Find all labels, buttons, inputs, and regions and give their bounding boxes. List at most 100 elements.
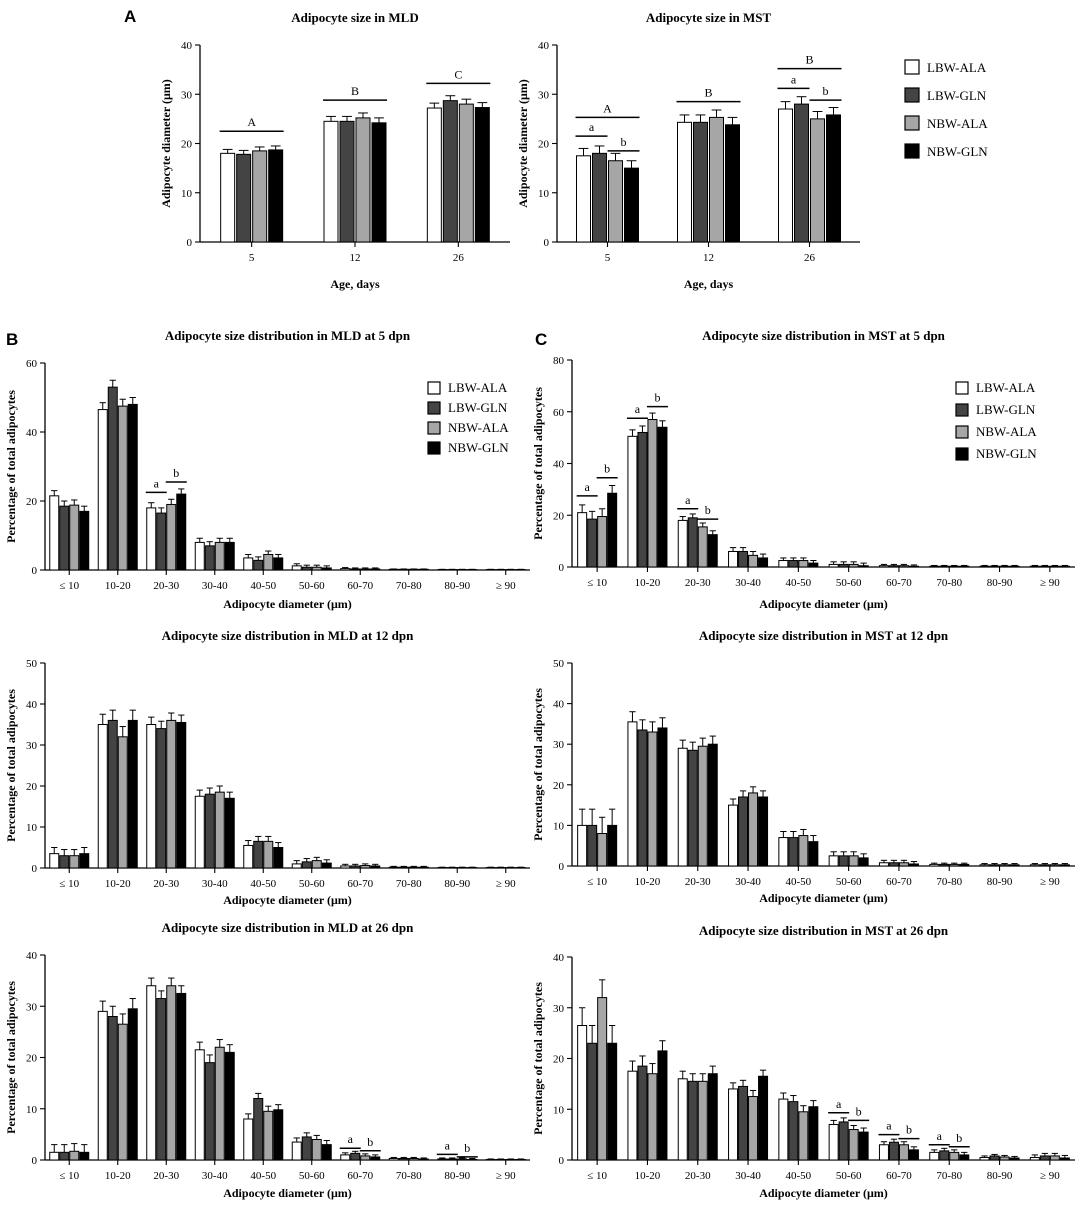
bar-lbw-ala-3	[194, 795, 205, 869]
bar-nbw-ala-1	[647, 419, 658, 568]
legend-swatch-lbw-gln	[955, 403, 969, 417]
chart-mld-distribution-5dpn: Adipocyte size distribution in MLD at 5 …	[4, 328, 530, 611]
legend-swatch-lbw-gln	[904, 87, 920, 103]
significance-label: a	[791, 72, 797, 86]
significance-label: B	[704, 86, 712, 100]
bar-lbw-gln-4	[788, 837, 799, 867]
x-axis-label: Age, days	[330, 277, 380, 291]
significance-label: b	[654, 391, 660, 405]
x-tick-label: 10-20	[635, 577, 661, 589]
significance-label: A	[247, 115, 256, 129]
x-tick-label: 50-60	[836, 577, 862, 589]
bar-lbw-gln-5	[301, 1136, 312, 1161]
bar-lbw-ala-5	[828, 1123, 839, 1161]
x-tick-label: 30-40	[202, 1170, 228, 1182]
significance-label: a	[836, 1097, 842, 1111]
bar-nbw-gln-2	[707, 534, 718, 568]
bar-nbw-gln-4	[808, 1106, 819, 1161]
bar-nbw-gln-8	[1009, 1157, 1020, 1161]
legend-label-lbw-ala: LBW-ALA	[976, 380, 1036, 395]
bar-nbw-ala-1	[355, 117, 371, 243]
bar-lbw-gln-5	[838, 1121, 849, 1161]
x-tick-label: 50-60	[299, 580, 325, 592]
bar-nbw-ala-2	[166, 503, 177, 571]
x-tick-label: ≤ 10	[59, 1170, 79, 1182]
bar-nbw-gln-2	[176, 992, 187, 1161]
bar-lbw-gln-3	[204, 1062, 215, 1161]
bar-lbw-gln-3	[738, 1085, 749, 1161]
x-tick-label: 5	[605, 252, 611, 264]
significance-label: b	[173, 466, 179, 480]
bar-nbw-ala-2	[458, 103, 474, 243]
bar-nbw-gln-2	[176, 721, 187, 869]
x-tick-label: 80-90	[987, 876, 1013, 888]
bar-lbw-gln-5	[838, 563, 849, 568]
x-axis-label: Adipocyte diameter (μm)	[223, 893, 352, 907]
bar-lbw-gln-0	[587, 824, 598, 867]
bar-nbw-ala-1	[117, 1023, 128, 1161]
significance-label: b	[367, 1135, 373, 1149]
bar-lbw-gln-2	[156, 998, 167, 1161]
y-axis-label: Percentage of total adipocytes	[4, 981, 18, 1134]
bar-nbw-ala-6	[898, 862, 909, 867]
legend-swatch-lbw-ala	[427, 381, 441, 395]
legend-swatch-nbw-ala	[955, 425, 969, 439]
bar-nbw-ala-2	[697, 526, 708, 568]
bar-lbw-ala-0	[576, 155, 591, 243]
x-tick-label: 70-80	[396, 1170, 422, 1182]
bar-lbw-gln-6	[350, 865, 361, 869]
y-tick-label: 30	[26, 1001, 38, 1013]
significance-label: B	[805, 53, 813, 67]
bar-lbw-ala-3	[728, 804, 739, 867]
y-axis-label: Percentage of total adipocytes	[531, 387, 545, 540]
legend-label-lbw-ala: LBW-ALA	[448, 380, 508, 395]
bar-nbw-ala-7	[949, 863, 960, 867]
chart-mst-distribution-12dpn: Adipocyte size distribution in MST at 12…	[531, 628, 1075, 905]
legend-label-lbw-ala: LBW-ALA	[927, 60, 987, 75]
bar-lbw-ala-6	[340, 568, 351, 571]
bar-lbw-ala-3	[728, 1088, 739, 1161]
bar-nbw-ala-5	[848, 1129, 859, 1161]
y-tick-label: 30	[553, 1003, 565, 1015]
y-tick-label: 50	[553, 658, 565, 670]
legend-swatch-nbw-ala	[427, 421, 441, 435]
bar-nbw-gln-0	[607, 492, 618, 568]
bar-nbw-ala-0	[69, 504, 80, 571]
bar-lbw-gln-8	[989, 864, 1000, 867]
bar-nbw-ala-4	[263, 1110, 274, 1161]
x-tick-label: ≥ 90	[1040, 876, 1060, 888]
significance-label: a	[584, 480, 590, 494]
significance-label: a	[445, 1138, 451, 1152]
y-tick-label: 40	[553, 699, 565, 711]
y-tick-label: 0	[32, 1155, 38, 1167]
x-tick-label: 60-70	[347, 580, 373, 592]
chart-mld-distribution-26dpn: Adipocyte size distribution in MLD at 26…	[4, 920, 530, 1200]
bar-nbw-ala-7	[408, 1157, 419, 1161]
bar-lbw-ala-8	[979, 1156, 990, 1161]
chart-title: Adipocyte size in MST	[646, 10, 772, 25]
bar-lbw-gln-4	[253, 559, 264, 571]
bar-lbw-gln-4	[253, 840, 264, 869]
bar-nbw-gln-8	[1009, 864, 1020, 867]
legend-label-lbw-gln: LBW-GLN	[927, 88, 987, 103]
bar-nbw-ala-6	[360, 568, 371, 571]
bar-lbw-ala-5	[291, 565, 302, 571]
bar-lbw-ala-7	[929, 1151, 940, 1161]
bar-nbw-gln-6	[370, 865, 381, 869]
y-tick-label: 40	[26, 699, 38, 711]
legend-swatch-lbw-gln	[427, 401, 441, 415]
x-tick-label: 30-40	[202, 580, 228, 592]
x-tick-label: ≤ 10	[59, 580, 79, 592]
bar-lbw-gln-9	[1039, 1155, 1050, 1161]
bar-nbw-ala-5	[848, 563, 859, 568]
x-tick-label: 70-80	[396, 580, 422, 592]
bar-nbw-gln-0	[624, 167, 639, 243]
significance-label: b	[823, 84, 829, 98]
bar-nbw-ala-9	[505, 1158, 516, 1161]
chart-title: Adipocyte size distribution in MLD at 26…	[162, 920, 414, 935]
y-tick-label: 30	[181, 89, 193, 101]
bar-nbw-gln-5	[321, 862, 332, 869]
y-tick-label: 20	[553, 780, 565, 792]
legend-label-nbw-ala: NBW-ALA	[448, 420, 509, 435]
